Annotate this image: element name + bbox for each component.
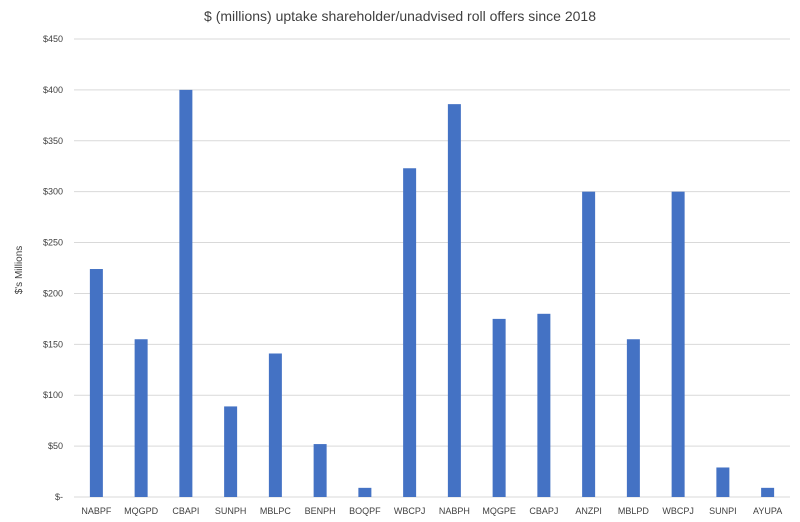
bar-ayupa <box>761 487 775 497</box>
bar-cbapj <box>537 313 551 497</box>
x-tick-label: SUNPH <box>215 506 247 516</box>
x-tick-label: MQGPE <box>482 506 516 516</box>
y-tick-label: $50 <box>48 441 63 451</box>
x-tick-label: MQGPD <box>124 506 159 516</box>
y-tick-label: $350 <box>43 136 63 146</box>
x-tick-label: BOQPF <box>349 506 381 516</box>
bar-boqpf <box>358 487 372 497</box>
bar-cbapi <box>179 89 193 497</box>
y-tick-label: $150 <box>43 339 63 349</box>
bar-mblpd <box>626 339 640 497</box>
bar-anzpi <box>582 191 596 497</box>
bar-benph <box>313 444 327 497</box>
y-tick-label: $250 <box>43 238 63 248</box>
bar-nabpf <box>89 269 103 497</box>
x-tick-label: CBAPJ <box>529 506 558 516</box>
gridlines <box>74 38 790 498</box>
y-tick-label: $300 <box>43 187 63 197</box>
x-tick-label: MBLPC <box>260 506 292 516</box>
bar-mblpc <box>268 353 282 497</box>
bar-sunph <box>224 406 238 497</box>
y-tick-label: $400 <box>43 85 63 95</box>
y-tick-label: $450 <box>43 34 63 44</box>
x-tick-label: MBLPD <box>618 506 650 516</box>
y-axis-ticks: $- $50 $100 $150 $200 $250 $300 $350 $400 $450 <box>43 34 63 502</box>
x-tick-label: AYUPA <box>753 506 782 516</box>
bar-mqgpd <box>134 339 148 497</box>
bar-mqgpe <box>492 318 506 497</box>
x-tick-label: NABPF <box>81 506 112 516</box>
x-tick-label: SUNPI <box>709 506 737 516</box>
x-tick-label: WBCPJ <box>394 506 426 516</box>
x-tick-label: ANZPI <box>575 506 602 516</box>
chart-title: $ (millions) uptake shareholder/unadvise… <box>204 8 596 24</box>
bar-nabph <box>447 104 461 497</box>
x-tick-label: CBAPI <box>172 506 199 516</box>
x-axis-ticks: NABPF MQGPD CBAPI SUNPH MBLPC BENPH BOQPF WBCPJ… <box>81 506 782 516</box>
bars <box>89 89 775 497</box>
y-tick-label: $200 <box>43 288 63 298</box>
bar-wbcpj <box>671 191 685 497</box>
bar-sunpi <box>716 467 730 497</box>
x-tick-label: NABPH <box>439 506 470 516</box>
bar-wbcpj <box>403 168 417 497</box>
y-tick-label: $- <box>55 492 63 502</box>
x-tick-label: WBCPJ <box>662 506 694 516</box>
y-tick-label: $100 <box>43 390 63 400</box>
y-axis-label: $'s Millions <box>14 246 25 295</box>
x-tick-label: BENPH <box>305 506 336 516</box>
